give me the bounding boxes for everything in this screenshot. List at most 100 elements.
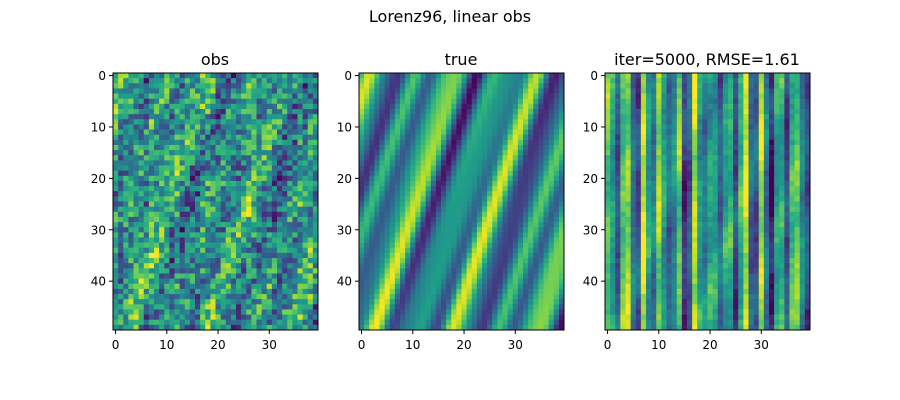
- heatmap-cell: [466, 263, 473, 269]
- heatmap-cell: [282, 247, 288, 254]
- heatmap-cell: [635, 108, 642, 115]
- heatmap-cell: [743, 119, 749, 125]
- heatmap-cell: [410, 294, 416, 300]
- heatmap-cell: [246, 309, 252, 315]
- heatmap-cell: [394, 201, 401, 207]
- heatmap-cell: [230, 288, 237, 295]
- heatmap-cell: [456, 83, 462, 89]
- heatmap-cell: [405, 309, 411, 315]
- heatmap-cell: [456, 294, 462, 300]
- heatmap-cell: [230, 252, 237, 259]
- heatmap-cell: [389, 155, 396, 161]
- heatmap-cell: [400, 206, 406, 213]
- heatmap-cell: [492, 103, 498, 110]
- heatmap-cell: [492, 186, 498, 192]
- heatmap-cell: [410, 134, 416, 141]
- heatmap-cell: [410, 114, 416, 120]
- heatmap-cell: [507, 294, 514, 300]
- heatmap-cell: [179, 170, 186, 177]
- heatmap-cell: [707, 108, 713, 115]
- heatmap-cell: [497, 191, 503, 197]
- heatmap-cell: [461, 309, 467, 315]
- heatmap-cell: [384, 83, 391, 89]
- heatmap-cell: [389, 304, 396, 310]
- heatmap-cell: [118, 175, 124, 182]
- heatmap-cell: [738, 180, 744, 187]
- heatmap-cell: [476, 201, 483, 207]
- heatmap-cell: [184, 268, 191, 274]
- heatmap-cell: [189, 299, 196, 305]
- heatmap-cell: [256, 237, 262, 243]
- heatmap-cell: [728, 88, 734, 94]
- heatmap-cell: [364, 98, 370, 105]
- heatmap-cell: [451, 237, 457, 243]
- heatmap-cell: [625, 88, 631, 94]
- heatmap-cell: [707, 165, 713, 172]
- heatmap-cell: [277, 155, 283, 161]
- heatmap-cell: [154, 114, 160, 120]
- heatmap-cell: [143, 252, 150, 259]
- heatmap-cell: [251, 108, 257, 115]
- heatmap-cell: [640, 103, 647, 110]
- heatmap-cell: [179, 139, 186, 146]
- heatmap-cell: [312, 242, 319, 249]
- heatmap-cell: [159, 119, 165, 125]
- heatmap-cell: [143, 160, 150, 166]
- heatmap-cell: [456, 191, 462, 197]
- heatmap-cell: [138, 129, 145, 136]
- heatmap-cell: [487, 88, 493, 94]
- heatmap-cell: [200, 299, 206, 305]
- heatmap-cell: [553, 93, 560, 100]
- heatmap-cell: [702, 180, 708, 187]
- heatmap-cell: [630, 191, 637, 197]
- heatmap-cell: [523, 114, 529, 120]
- heatmap-cell: [246, 93, 252, 100]
- heatmap-cell: [523, 206, 529, 213]
- heatmap-cell: [138, 160, 145, 166]
- heatmap-cell: [133, 73, 139, 79]
- heatmap-cell: [113, 278, 119, 285]
- heatmap-cell: [492, 283, 498, 290]
- heatmap-cell: [763, 119, 770, 125]
- heatmap-cell: [482, 144, 488, 151]
- heatmap-cell: [394, 304, 401, 310]
- heatmap-cell: [312, 144, 319, 151]
- heatmap-cell: [261, 186, 268, 192]
- heatmap-cell: [189, 139, 196, 146]
- heatmap-cell: [287, 73, 293, 79]
- heatmap-cell: [118, 273, 124, 279]
- heatmap-cell: [277, 186, 283, 192]
- heatmap-cell: [220, 108, 227, 115]
- heatmap-cell: [184, 304, 191, 310]
- heatmap-cell: [394, 160, 401, 166]
- heatmap-cell: [174, 206, 180, 213]
- heatmap-cell: [123, 314, 129, 321]
- heatmap-cell: [487, 222, 493, 228]
- heatmap-cell: [789, 78, 795, 84]
- heatmap-cell: [364, 211, 370, 218]
- heatmap-cell: [620, 155, 626, 161]
- heatmap-cell: [471, 252, 478, 259]
- heatmap-cell: [374, 170, 380, 177]
- heatmap-cell: [763, 114, 770, 120]
- heatmap-cell: [681, 155, 688, 161]
- heatmap-cell: [476, 232, 483, 238]
- heatmap-cell: [230, 294, 237, 300]
- heatmap-cell: [138, 299, 145, 305]
- heatmap-cell: [282, 216, 288, 223]
- heatmap-cell: [646, 119, 652, 125]
- heatmap-cell: [195, 88, 201, 94]
- heatmap-cell: [430, 206, 437, 213]
- heatmap-cell: [154, 263, 160, 269]
- heatmap-cell: [364, 263, 370, 269]
- heatmap-cell: [610, 114, 616, 120]
- heatmap-cell: [225, 144, 232, 151]
- heatmap-cell: [471, 263, 478, 269]
- x-tick-label: 30: [508, 338, 523, 352]
- heatmap-cell: [189, 242, 196, 249]
- heatmap-cell: [420, 180, 426, 187]
- heatmap-cell: [697, 144, 703, 151]
- heatmap-cell: [215, 304, 221, 310]
- heatmap-cell: [266, 232, 273, 238]
